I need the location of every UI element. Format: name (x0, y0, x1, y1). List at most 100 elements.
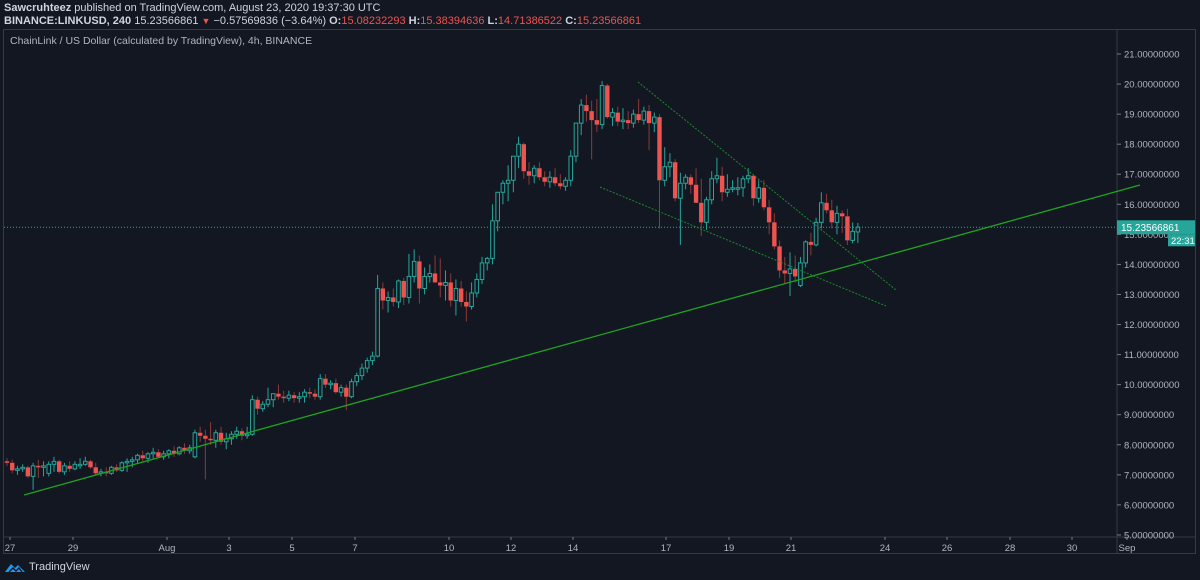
bullish-candle (411, 249, 417, 283)
time-tick-label: 28 (1005, 543, 1016, 554)
bearish-candle (693, 168, 699, 203)
tradingview-brand: TradingView (29, 561, 90, 573)
bearish-candle (401, 277, 406, 306)
high-value: 15.38394636 (420, 15, 485, 27)
bullish-candle (338, 384, 344, 397)
bearish-candle (458, 280, 464, 307)
trendline-upper-wedge[interactable] (637, 81, 897, 291)
bullish-candle (599, 81, 605, 130)
bullish-candle (176, 446, 182, 456)
bearish-candle (140, 450, 145, 462)
bullish-candle (359, 363, 365, 381)
price-tick-label: 20.00000000 (1124, 80, 1179, 91)
bearish-candle (751, 174, 756, 206)
bullish-candle (51, 456, 57, 472)
bullish-candle (77, 458, 83, 469)
symbol-info-bar: BINANCE:LINKUSD, 240 15.23566861 ▼ −0.57… (4, 15, 641, 27)
trendline-main-uptrend[interactable] (23, 184, 1141, 496)
bearish-candle (761, 180, 767, 211)
bullish-candle (662, 147, 668, 187)
bullish-candle (798, 256, 803, 287)
bullish-candle (678, 172, 683, 245)
bullish-candle (819, 192, 824, 229)
tradingview-footer[interactable]: TradingView (4, 561, 90, 573)
chart-frame (3, 29, 1196, 554)
author-name[interactable]: Sawcruhteez (4, 2, 72, 14)
time-axis[interactable]: 27 29 Aug 3 5 7 10 12 14 17 19 21 24 26 28 30 Sep (5, 537, 1136, 554)
low-label: L: (487, 15, 498, 27)
time-tick-label: 14 (568, 543, 579, 554)
bearish-candle (67, 461, 72, 472)
bearish-candle (25, 465, 31, 478)
price-tick-label: 15.00000000 (1124, 230, 1179, 241)
bullish-candle (370, 351, 375, 366)
bullish-candle (20, 464, 25, 472)
bullish-candle (740, 175, 746, 197)
bullish-candle (735, 177, 741, 196)
price-tick-label: 7.00000000 (1124, 470, 1174, 481)
bearish-candle (276, 384, 281, 400)
open-label: O: (329, 15, 342, 27)
time-tick-label: 29 (68, 543, 79, 554)
bearish-candle (829, 199, 834, 229)
bullish-candle (119, 461, 125, 472)
bullish-candle (30, 462, 36, 490)
bullish-candle (563, 177, 568, 191)
publish-info: Sawcruhteez published on TradingView.com… (4, 2, 380, 14)
bullish-candle (725, 174, 730, 197)
bullish-candle (651, 112, 657, 133)
bearish-candle (542, 171, 547, 187)
bullish-candle (516, 136, 521, 169)
bullish-candle (135, 453, 140, 463)
price-tick-label: 19.00000000 (1124, 110, 1179, 121)
bullish-candle (490, 204, 495, 265)
chart-legend: ChainLink / US Dollar (calculated by Tra… (10, 35, 313, 47)
bearish-candle (307, 387, 312, 399)
bearish-candle (772, 213, 777, 250)
bullish-candle (223, 432, 229, 450)
bearish-candle (4, 458, 10, 466)
bullish-candle (667, 153, 673, 178)
bullish-candle (62, 462, 67, 475)
time-tick-label: 27 (5, 543, 16, 554)
bearish-candle (521, 142, 526, 179)
bullish-candle (41, 461, 46, 477)
bearish-candle (93, 462, 98, 475)
bullish-candle (150, 447, 156, 459)
bearish-candle (88, 459, 93, 469)
bullish-candle (714, 157, 720, 184)
bullish-candle (511, 155, 516, 193)
bullish-candle (98, 468, 104, 477)
bearish-candle (291, 392, 297, 403)
bearish-candle (605, 84, 610, 119)
bullish-candle (469, 282, 474, 310)
bearish-candle (171, 446, 177, 457)
bearish-candle (417, 255, 422, 304)
bullish-candle (484, 256, 490, 271)
bullish-candle (213, 429, 219, 448)
price-axis[interactable]: 21.00000000 20.00000000 19.00000000 18.0000… (1117, 50, 1179, 542)
bar-countdown: 22:31 (1171, 236, 1195, 247)
low-value: 14.71386522 (497, 15, 563, 27)
bearish-candle (537, 162, 542, 181)
plot-area[interactable] (4, 81, 1117, 490)
bearish-candle (438, 258, 443, 298)
trendline-lower-wedge[interactable] (599, 186, 887, 307)
bearish-candle (218, 426, 224, 445)
bearish-candle (36, 459, 41, 478)
bullish-candle (443, 270, 448, 301)
price-tick-label: 6.00000000 (1124, 500, 1174, 511)
bearish-candle (203, 429, 208, 480)
bullish-candle (427, 264, 433, 283)
bearish-candle (323, 374, 328, 388)
bullish-candle (500, 180, 506, 205)
bullish-candle (683, 174, 688, 190)
bearish-candle (808, 232, 814, 256)
bullish-candle (192, 429, 198, 459)
bearish-candle (432, 255, 438, 283)
bullish-candle (317, 374, 323, 400)
price-tick-label: 11.00000000 (1124, 350, 1179, 361)
open-value: 15.08232293 (341, 15, 406, 27)
bearish-candle (239, 428, 245, 441)
